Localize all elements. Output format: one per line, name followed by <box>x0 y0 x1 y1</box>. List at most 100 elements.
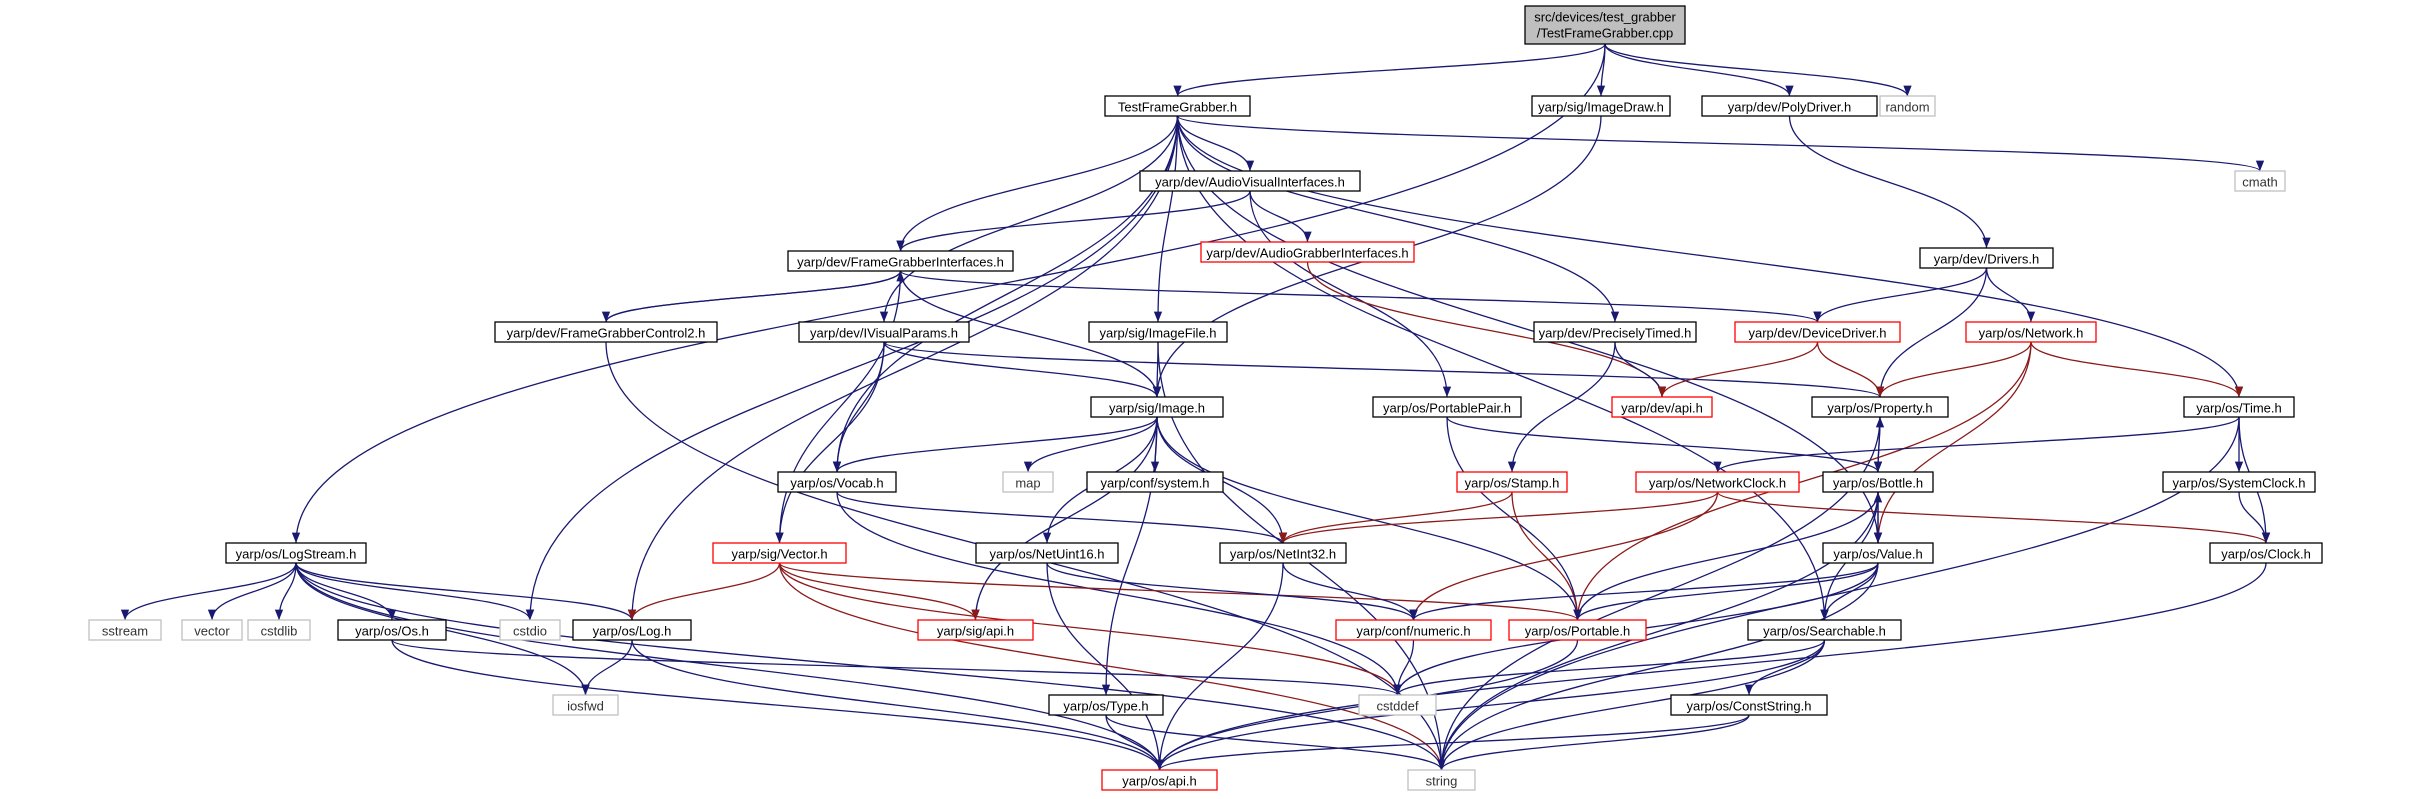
node-label: yarp/os/NetUint16.h <box>990 547 1105 562</box>
node-label: yarp/os/Os.h <box>355 624 429 639</box>
node-box <box>1086 471 1224 493</box>
node-dev-api-h[interactable]: yarp/dev/api.h <box>1611 396 1713 418</box>
root-node[interactable]: src/devices/test_grabber /TestFrameGrabb… <box>1524 5 1686 45</box>
node-box <box>1670 694 1828 716</box>
node-audiovisualinterfaces-h[interactable]: yarp/dev/AudioVisualInterfaces.h <box>1139 170 1361 192</box>
node-vector[interactable]: vector <box>181 619 243 641</box>
node-box <box>1407 769 1476 791</box>
node-label: yarp/os/Type.h <box>1063 699 1148 714</box>
edge-type-h-to-string <box>1105 714 1446 771</box>
node-image-h[interactable]: yarp/sig/Image.h <box>1090 396 1224 418</box>
node-cstdlib[interactable]: cstdlib <box>247 619 311 641</box>
edge-logstream-h-to-log-h <box>295 562 637 621</box>
node-os-api-h[interactable]: yarp/os/api.h <box>1101 769 1218 791</box>
node-numeric-h[interactable]: yarp/conf/numeric.h <box>1335 619 1492 641</box>
node-label: cstdlib <box>261 624 298 639</box>
node-stamp-h[interactable]: yarp/os/Stamp.h <box>1456 471 1568 493</box>
node-string[interactable]: string <box>1407 769 1476 791</box>
node-ivisualparams-h[interactable]: yarp/dev/IVisualParams.h <box>798 321 970 343</box>
node-box <box>494 321 718 343</box>
edge-testframegrabber-h-to-vocab-h <box>832 115 1179 473</box>
node-imagefile-h[interactable]: yarp/sig/ImageFile.h <box>1088 321 1228 343</box>
node-sstream[interactable]: sstream <box>88 619 162 641</box>
node-portablepair-h[interactable]: yarp/os/PortablePair.h <box>1372 396 1522 418</box>
node-cstdio[interactable]: cstdio <box>499 619 561 641</box>
node-conststring-h[interactable]: yarp/os/ConstString.h <box>1670 694 1828 716</box>
edge-root-to-logstream-h <box>291 43 1606 544</box>
edge-networkclock-h-to-clock-h <box>1716 491 2270 544</box>
root-node-box <box>1524 5 1686 45</box>
node-label: cstddef <box>1377 699 1419 714</box>
node-netint32-h[interactable]: yarp/os/NetInt32.h <box>1219 542 1347 564</box>
edge-framegrabberinterfaces-h-to-vector-h <box>775 270 902 544</box>
node-box <box>1611 396 1713 418</box>
node-bottle-h[interactable]: yarp/os/Bottle.h <box>1822 471 1934 493</box>
node-box <box>917 619 1034 641</box>
node-drivers-h[interactable]: yarp/dev/Drivers.h <box>1919 247 2054 269</box>
edge-network-h-to-value-h <box>1873 341 2032 544</box>
node-system-h[interactable]: yarp/conf/system.h <box>1086 471 1224 493</box>
node-framegrabberinterfaces-h[interactable]: yarp/dev/FrameGrabberInterfaces.h <box>787 250 1014 272</box>
node-box <box>1965 321 2097 343</box>
node-systemclock-h[interactable]: yarp/os/SystemClock.h <box>2162 471 2316 493</box>
node-framegrabbercontrol2-h[interactable]: yarp/dev/FrameGrabberControl2.h <box>494 321 718 343</box>
edge-searchable-h-to-string <box>1437 639 1826 771</box>
node-cmath[interactable]: cmath <box>2234 170 2286 192</box>
node-portable-h[interactable]: yarp/os/Portable.h <box>1508 619 1647 641</box>
node-box <box>1822 471 1934 493</box>
node-time-h[interactable]: yarp/os/Time.h <box>2183 396 2295 418</box>
node-cstddef[interactable]: cstddef <box>1358 694 1437 716</box>
root-node-line2: /TestFrameGrabber.cpp <box>1537 26 1674 41</box>
node-label: yarp/dev/DeviceDriver.h <box>1749 326 1887 341</box>
node-logstream-h[interactable]: yarp/os/LogStream.h <box>225 542 367 564</box>
edge-testframegrabber-h-to-ivisualparams-h <box>879 115 1179 323</box>
node-box <box>337 619 447 641</box>
edge-logstream-h-to-vector <box>207 562 297 621</box>
node-property-h[interactable]: yarp/os/Property.h <box>1811 396 1949 418</box>
edge-framegrabberinterfaces-h-to-image-h <box>899 270 1162 398</box>
edge-image-h-to-type-h <box>1101 416 1158 696</box>
nodes-layer: TestFrameGrabber.h yarp/sig/ImageDraw.h ya… <box>88 95 2323 791</box>
edge-bottle-h-to-portable-h <box>1573 491 1879 621</box>
node-preciselytimed-h[interactable]: yarp/dev/PreciselyTimed.h <box>1533 321 1697 343</box>
node-sig-api-h[interactable]: yarp/sig/api.h <box>917 619 1034 641</box>
edge-vector-h-to-cstddef <box>778 562 1402 696</box>
node-label: yarp/os/SystemClock.h <box>2173 476 2306 491</box>
node-netuint16-h[interactable]: yarp/os/NetUint16.h <box>975 542 1119 564</box>
edge-vector-h-to-string <box>778 562 1446 771</box>
node-value-h[interactable]: yarp/os/Value.h <box>1822 542 1934 564</box>
edge-audiovisualinterfaces-h-to-framegrabberinterfaces-h <box>896 190 1251 252</box>
node-networkclock-h[interactable]: yarp/os/NetworkClock.h <box>1635 471 1800 493</box>
node-label: yarp/os/Value.h <box>1833 547 1922 562</box>
node-log-h[interactable]: yarp/os/Log.h <box>572 619 692 641</box>
node-audiograbberinterfaces-h[interactable]: yarp/dev/AudioGrabberInterfaces.h <box>1200 241 1415 263</box>
node-imagedraw-h[interactable]: yarp/sig/ImageDraw.h <box>1531 95 1671 117</box>
node-testframegrabber-h[interactable]: TestFrameGrabber.h <box>1104 95 1251 117</box>
node-network-h[interactable]: yarp/os/Network.h <box>1965 321 2097 343</box>
edge-drivers-h-to-property-h <box>1875 267 1988 398</box>
node-label: yarp/dev/api.h <box>1621 401 1703 416</box>
node-box <box>1372 396 1522 418</box>
node-iosfwd[interactable]: iosfwd <box>552 694 619 716</box>
node-label: yarp/dev/FrameGrabberControl2.h <box>507 326 706 341</box>
node-box <box>2209 542 2323 564</box>
node-box <box>1811 396 1949 418</box>
node-box <box>787 250 1014 272</box>
node-vocab-h[interactable]: yarp/os/Vocab.h <box>777 471 897 493</box>
edge-property-h-to-string <box>1437 416 1881 771</box>
node-box <box>1048 694 1164 716</box>
node-searchable-h[interactable]: yarp/os/Searchable.h <box>1747 619 1902 641</box>
node-label: yarp/os/Searchable.h <box>1763 624 1886 639</box>
node-box <box>1358 694 1437 716</box>
node-clock-h[interactable]: yarp/os/Clock.h <box>2209 542 2323 564</box>
node-vector-h[interactable]: yarp/sig/Vector.h <box>712 542 847 564</box>
node-devicedriver-h[interactable]: yarp/dev/DeviceDriver.h <box>1734 321 1901 343</box>
node-random[interactable]: random <box>1879 95 1936 117</box>
node-label: cstdio <box>513 624 547 639</box>
node-label: yarp/os/LogStream.h <box>236 547 357 562</box>
node-os-h[interactable]: yarp/os/Os.h <box>337 619 447 641</box>
node-box <box>1002 471 1054 493</box>
node-map[interactable]: map <box>1002 471 1054 493</box>
node-polydriver-h[interactable]: yarp/dev/PolyDriver.h <box>1701 95 1878 117</box>
node-type-h[interactable]: yarp/os/Type.h <box>1048 694 1164 716</box>
